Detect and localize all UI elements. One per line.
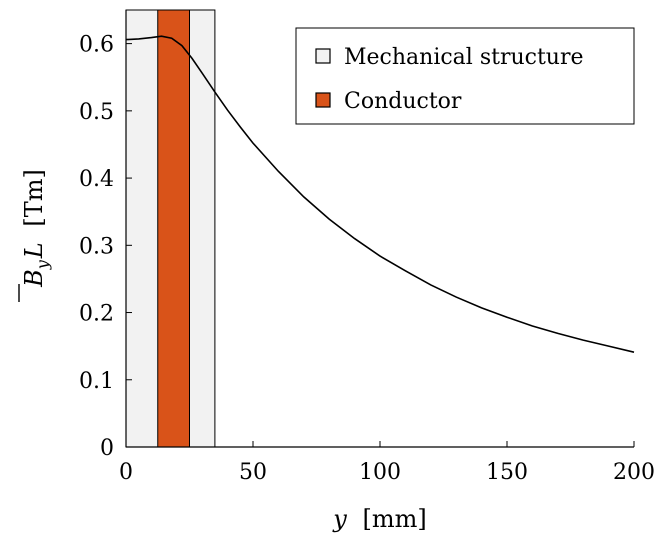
y-axis-subscript: y	[33, 259, 52, 270]
x-tick-label: 0	[119, 460, 133, 485]
y-tick-label: 0	[100, 436, 114, 461]
legend-box	[295, 27, 635, 125]
x-axis-variable: y	[332, 505, 347, 533]
svg-text:ByL [Tm]: ByL [Tm]	[20, 169, 52, 288]
y-tick-label: 0.4	[79, 167, 114, 192]
y-axis-label: ByL [Tm]	[18, 169, 52, 302]
y-tick-label: 0.6	[79, 33, 114, 58]
legend: Mechanical structure Conductor	[295, 27, 635, 125]
series-line	[125, 35, 635, 353]
legend-swatch	[315, 92, 331, 108]
x-axis-unit: [mm]	[362, 505, 426, 533]
x-axis-label: y [mm]	[332, 505, 426, 533]
legend-swatch	[315, 48, 331, 64]
series-group	[125, 35, 635, 353]
x-tick-label: 200	[613, 460, 655, 485]
y-axis-variable-2: L	[20, 242, 48, 259]
y-axis-variable: B	[20, 269, 48, 288]
y-tick-label: 0.3	[79, 234, 114, 259]
y-tick-label: 0.1	[79, 369, 114, 394]
x-tick-label: 150	[486, 460, 528, 485]
shaded-regions	[125, 9, 216, 448]
y-axis-unit: [Tm]	[20, 169, 48, 227]
y-tick-label: 0.5	[79, 100, 114, 125]
region-conductor	[157, 9, 190, 448]
y-tick-label: 0.2	[79, 302, 114, 327]
y-axis: 0 0.1 0.2 0.3 0.4 0.5 0.6	[79, 10, 132, 461]
x-tick-label: 50	[239, 460, 267, 485]
x-axis: 0 50 100 150 200	[119, 441, 655, 485]
legend-label: Mechanical structure	[344, 45, 584, 70]
x-tick-label: 100	[359, 460, 401, 485]
legend-label: Conductor	[344, 89, 462, 114]
